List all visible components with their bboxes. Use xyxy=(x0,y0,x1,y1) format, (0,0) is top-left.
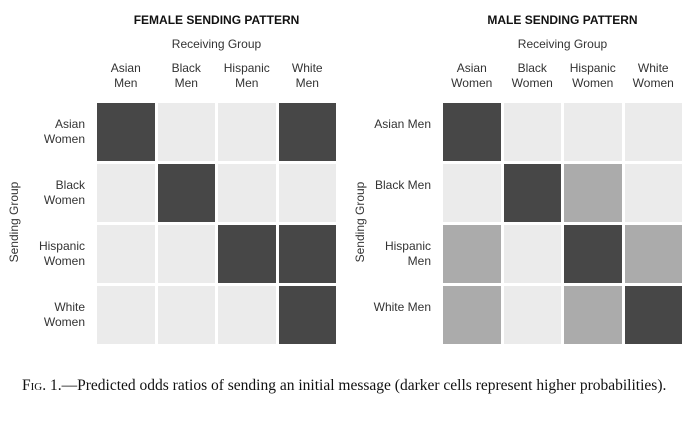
cell xyxy=(564,225,622,283)
row-label: Asian Men xyxy=(374,116,431,131)
y-axis-label: Sending Group xyxy=(7,181,21,262)
cell xyxy=(503,164,561,222)
cell xyxy=(624,225,682,283)
y-axis-label: Sending Group xyxy=(353,181,367,262)
cell xyxy=(218,225,276,283)
caption-text: —Predicted odds ratios of sending an ini… xyxy=(61,377,667,394)
cell xyxy=(503,103,561,161)
panel-title: FEMALE SENDING PATTERN xyxy=(133,13,300,27)
cell xyxy=(278,164,336,222)
caption-label: Fig. 1. xyxy=(22,377,62,394)
column-label: Asian Men xyxy=(110,61,141,90)
cell xyxy=(624,286,682,344)
cell xyxy=(443,286,501,344)
cell xyxy=(218,286,276,344)
cell xyxy=(503,225,561,283)
cell xyxy=(278,225,336,283)
cell xyxy=(97,286,155,344)
row-label: Hispanic Men xyxy=(384,238,431,268)
cell xyxy=(503,286,561,344)
cell xyxy=(97,164,155,222)
column-label: Hispanic Men xyxy=(223,61,270,90)
cell xyxy=(443,164,501,222)
cell xyxy=(157,286,215,344)
cell xyxy=(624,164,682,222)
cell xyxy=(564,164,622,222)
row-label: White Women xyxy=(43,299,85,329)
row-label: Asian Women xyxy=(43,116,85,146)
cell xyxy=(564,103,622,161)
cell xyxy=(564,286,622,344)
row-label: Black Men xyxy=(374,177,431,192)
row-label: Hispanic Women xyxy=(38,238,85,268)
column-label: White Women xyxy=(632,61,674,90)
cell xyxy=(624,103,682,161)
cell xyxy=(278,286,336,344)
cell xyxy=(97,103,155,161)
panel-title: MALE SENDING PATTERN xyxy=(487,13,638,27)
cell xyxy=(278,103,336,161)
x-axis-label: Receiving Group xyxy=(517,37,608,51)
cell xyxy=(218,164,276,222)
cell xyxy=(157,103,215,161)
column-label: Black Women xyxy=(511,61,553,90)
cell xyxy=(157,225,215,283)
column-label: Asian Women xyxy=(451,61,493,90)
cell xyxy=(218,103,276,161)
cell xyxy=(97,225,155,283)
caption: Fig. 1.—Predicted odds ratios of sending… xyxy=(3,376,687,395)
cell xyxy=(443,103,501,161)
column-label: Black Men xyxy=(171,61,201,90)
row-label: White Men xyxy=(373,299,431,314)
cell xyxy=(157,164,215,222)
x-axis-label: Receiving Group xyxy=(171,37,262,51)
row-label: Black Women xyxy=(43,177,85,207)
column-label: White Men xyxy=(291,61,323,90)
column-label: Hispanic Women xyxy=(569,61,616,90)
cell xyxy=(443,225,501,283)
